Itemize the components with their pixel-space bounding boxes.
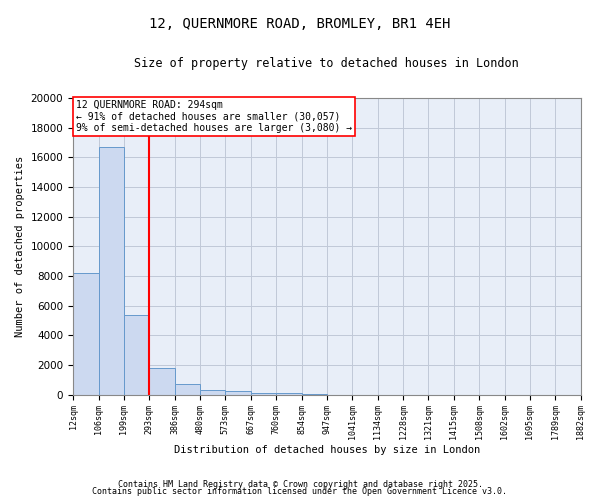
Title: Size of property relative to detached houses in London: Size of property relative to detached ho… [134,58,519,70]
Bar [251,393,276,394]
Text: Contains HM Land Registry data © Crown copyright and database right 2025.: Contains HM Land Registry data © Crown c… [118,480,482,489]
Y-axis label: Number of detached properties: Number of detached properties [15,156,25,337]
Bar [98,147,124,394]
Bar [225,392,251,394]
Text: 12 QUERNMORE ROAD: 294sqm
← 91% of detached houses are smaller (30,057)
9% of se: 12 QUERNMORE ROAD: 294sqm ← 91% of detac… [76,100,352,132]
X-axis label: Distribution of detached houses by size in London: Distribution of detached houses by size … [173,445,480,455]
Bar [200,390,225,394]
Text: 12, QUERNMORE ROAD, BROMLEY, BR1 4EH: 12, QUERNMORE ROAD, BROMLEY, BR1 4EH [149,18,451,32]
Bar [124,314,149,394]
Bar [175,384,200,394]
Bar [73,273,98,394]
Bar [149,368,175,394]
Text: Contains public sector information licensed under the Open Government Licence v3: Contains public sector information licen… [92,487,508,496]
